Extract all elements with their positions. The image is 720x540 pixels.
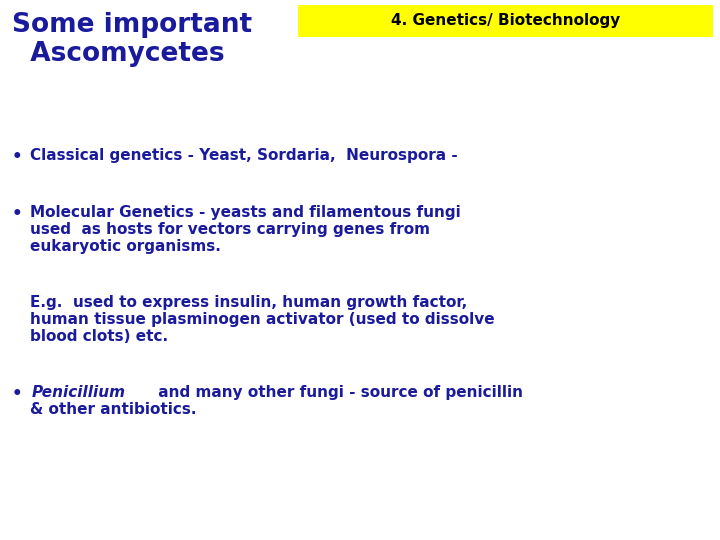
Text: •: •: [12, 385, 22, 403]
Text: & other antibiotics.: & other antibiotics.: [30, 402, 197, 417]
FancyBboxPatch shape: [298, 5, 713, 37]
Text: human tissue plasminogen activator (used to dissolve: human tissue plasminogen activator (used…: [30, 312, 495, 327]
Text: 4. Genetics/ Biotechnology: 4. Genetics/ Biotechnology: [391, 14, 620, 29]
Text: E.g.  used to express insulin, human growth factor,: E.g. used to express insulin, human grow…: [30, 295, 467, 310]
Text: Ascomycetes: Ascomycetes: [12, 42, 225, 68]
Text: Penicillium: Penicillium: [32, 385, 126, 400]
Text: and many other fungi - source of penicillin: and many other fungi - source of penicil…: [153, 385, 523, 400]
Text: Classical genetics - Yeast, Sordaria,  Neurospora -: Classical genetics - Yeast, Sordaria, Ne…: [30, 148, 458, 163]
Text: used  as hosts for vectors carrying genes from: used as hosts for vectors carrying genes…: [30, 222, 430, 237]
Text: •: •: [12, 148, 22, 166]
Text: blood clots) etc.: blood clots) etc.: [30, 329, 168, 344]
Text: eukaryotic organisms.: eukaryotic organisms.: [30, 239, 221, 254]
Text: Some important: Some important: [12, 12, 252, 38]
Text: Molecular Genetics - yeasts and filamentous fungi: Molecular Genetics - yeasts and filament…: [30, 205, 461, 220]
Text: •: •: [12, 205, 22, 223]
